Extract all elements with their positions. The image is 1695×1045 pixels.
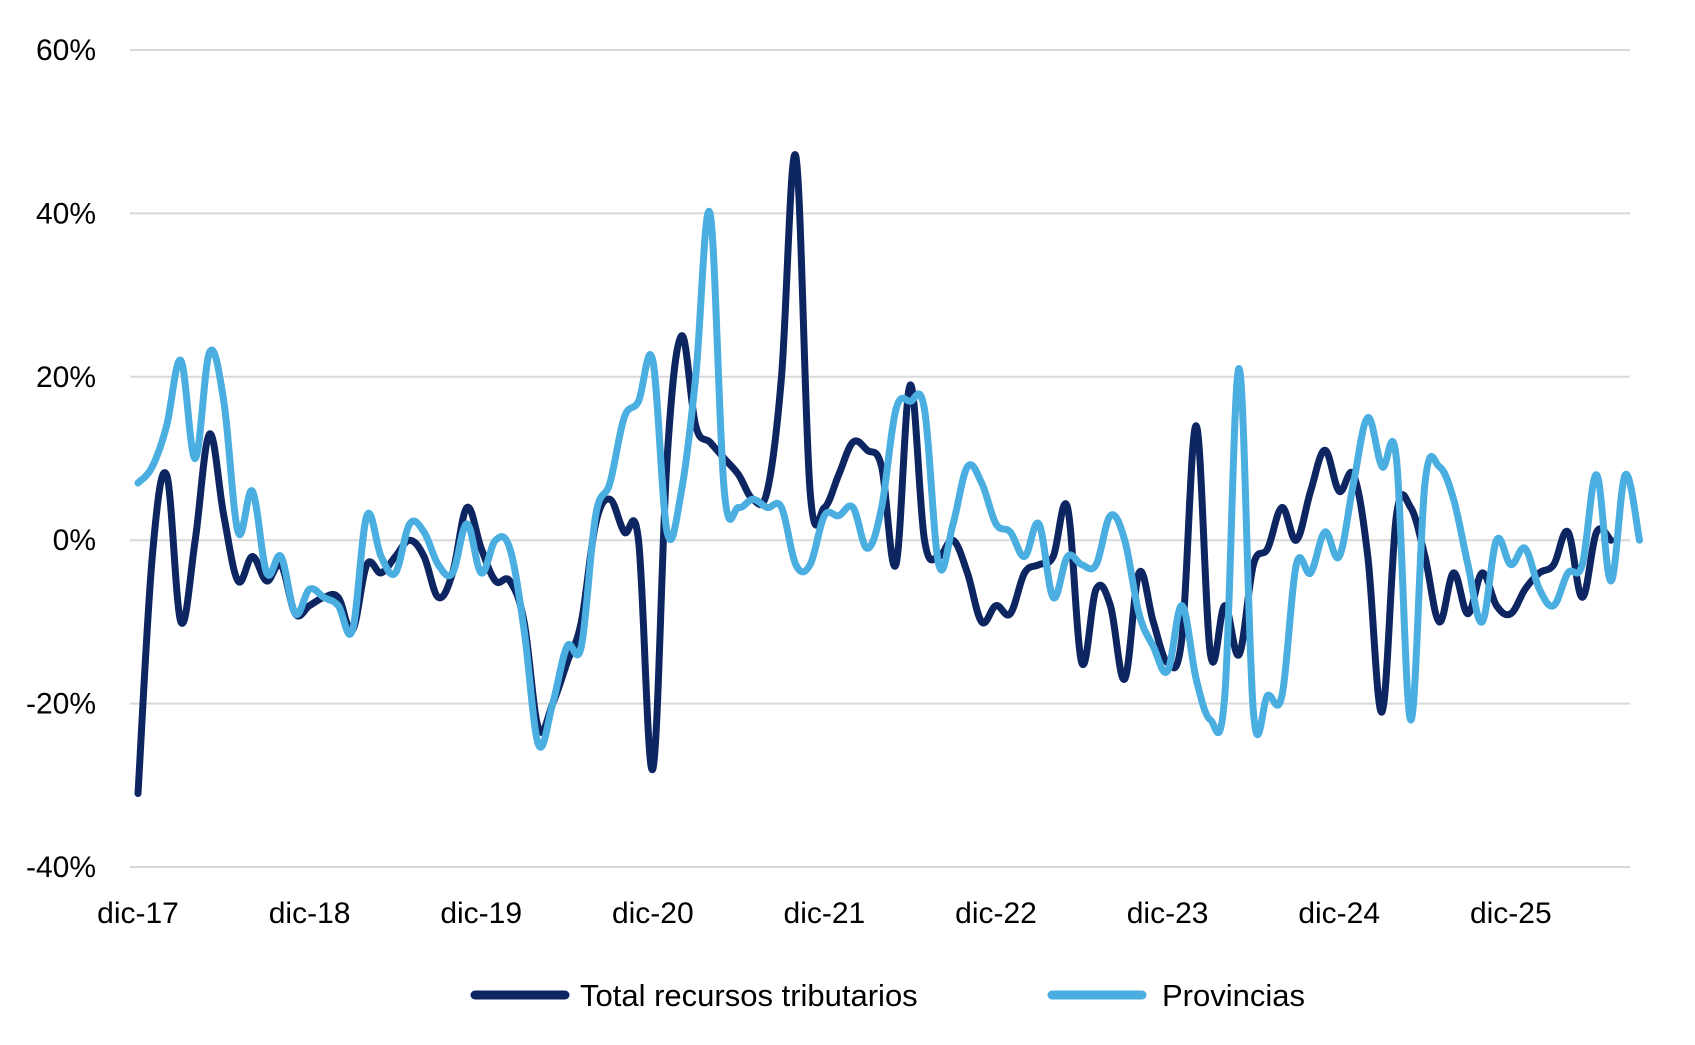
series-layer (134, 151, 1643, 797)
x-tick-label: dic-25 (1470, 897, 1552, 930)
x-tick-label: dic-19 (440, 897, 522, 930)
x-tick-label: dic-22 (955, 897, 1037, 930)
y-tick-label: -20% (26, 688, 96, 721)
y-tick-label: 20% (36, 361, 96, 394)
y-axis-ticks: 60% 40% 20% 0% -20% -40% (26, 34, 96, 884)
x-axis-ticks: dic-17 dic-18 dic-19 dic-20 dic-21 dic-22 dic-… (97, 897, 1552, 930)
y-tick-label: -40% (26, 851, 96, 884)
legend-label-0: Total recursos tributarios (580, 978, 918, 1013)
x-tick-label: dic-21 (784, 897, 866, 930)
x-tick-label: dic-20 (612, 897, 694, 930)
series-line-0 (134, 151, 1615, 797)
legend-label-1: Provincias (1162, 978, 1305, 1013)
x-tick-label: dic-17 (97, 897, 179, 930)
y-tick-label: 60% (36, 34, 96, 67)
x-tick-label: dic-18 (269, 897, 351, 930)
legend: Total recursos tributarios Provincias (470, 978, 1305, 1013)
y-tick-label: 0% (53, 524, 96, 557)
y-tick-label: 40% (36, 197, 96, 230)
x-tick-label: dic-23 (1127, 897, 1209, 930)
series-line-1 (134, 207, 1643, 751)
x-tick-label: dic-24 (1298, 897, 1380, 930)
